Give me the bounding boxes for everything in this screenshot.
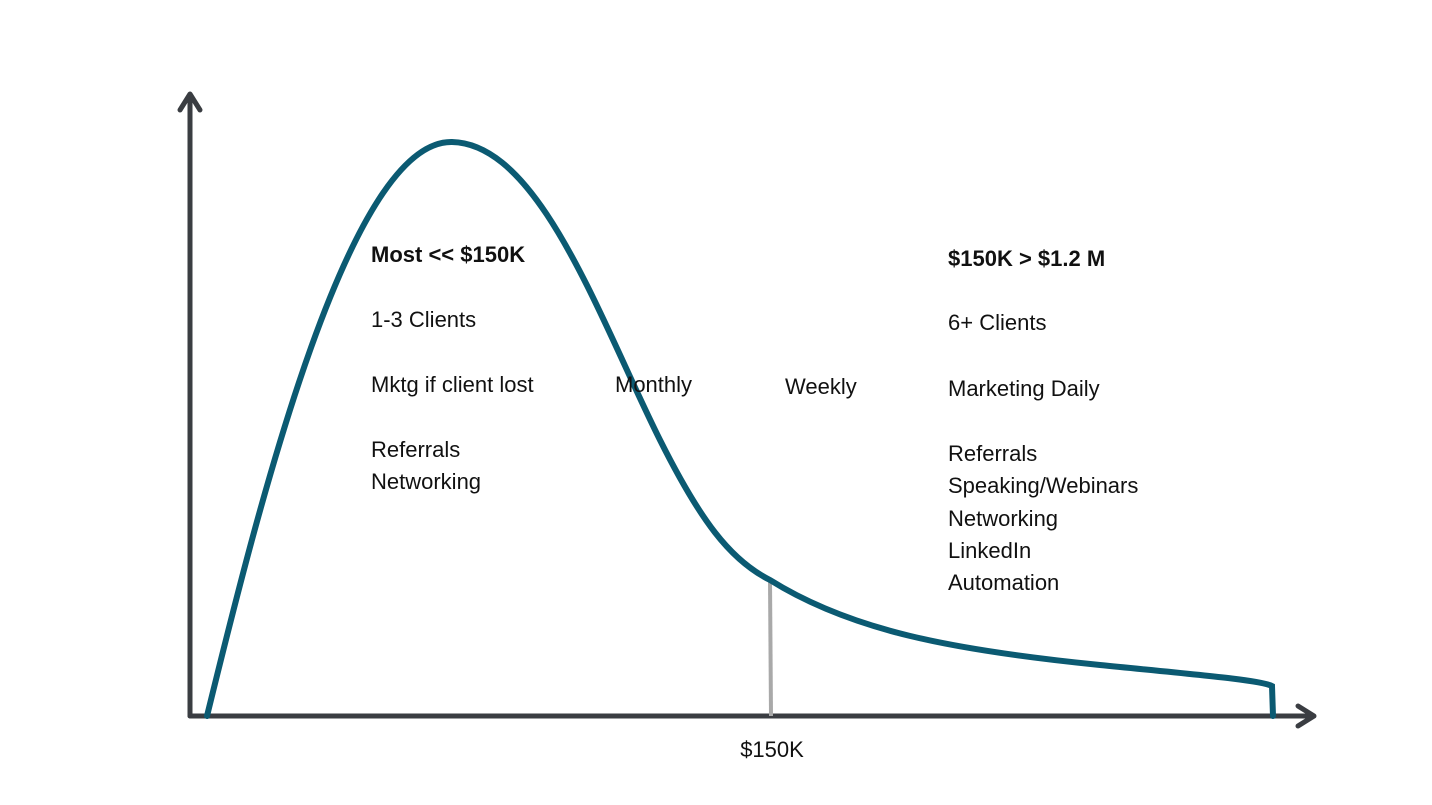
frequency-label: Weekly bbox=[785, 374, 857, 399]
right-line: Referrals bbox=[948, 441, 1037, 466]
divider-line bbox=[768, 579, 773, 717]
y-axis-arrow bbox=[177, 91, 203, 113]
right-line: Automation bbox=[948, 570, 1059, 595]
labels: Most << $150K 1-3 Clients Mktg if client l… bbox=[371, 242, 1138, 762]
right-line: LinkedIn bbox=[948, 538, 1031, 563]
distribution-curve bbox=[204, 138, 1276, 719]
x-axis-arrow bbox=[1295, 703, 1317, 729]
left-heading: Most << $150K bbox=[371, 242, 525, 267]
right-line: Marketing Daily bbox=[948, 376, 1100, 401]
right-line: Networking bbox=[948, 506, 1058, 531]
right-heading: $150K > $1.2 M bbox=[948, 246, 1105, 271]
left-line: Networking bbox=[371, 469, 481, 494]
right-line: Speaking/Webinars bbox=[948, 473, 1138, 498]
x-axis-marker: $150K bbox=[740, 737, 804, 762]
frequency-label: Monthly bbox=[615, 372, 692, 397]
right-line: 6+ Clients bbox=[948, 310, 1046, 335]
left-line: Referrals bbox=[371, 437, 460, 462]
left-line: 1-3 Clients bbox=[371, 307, 476, 332]
left-line: Mktg if client lost bbox=[371, 372, 534, 397]
